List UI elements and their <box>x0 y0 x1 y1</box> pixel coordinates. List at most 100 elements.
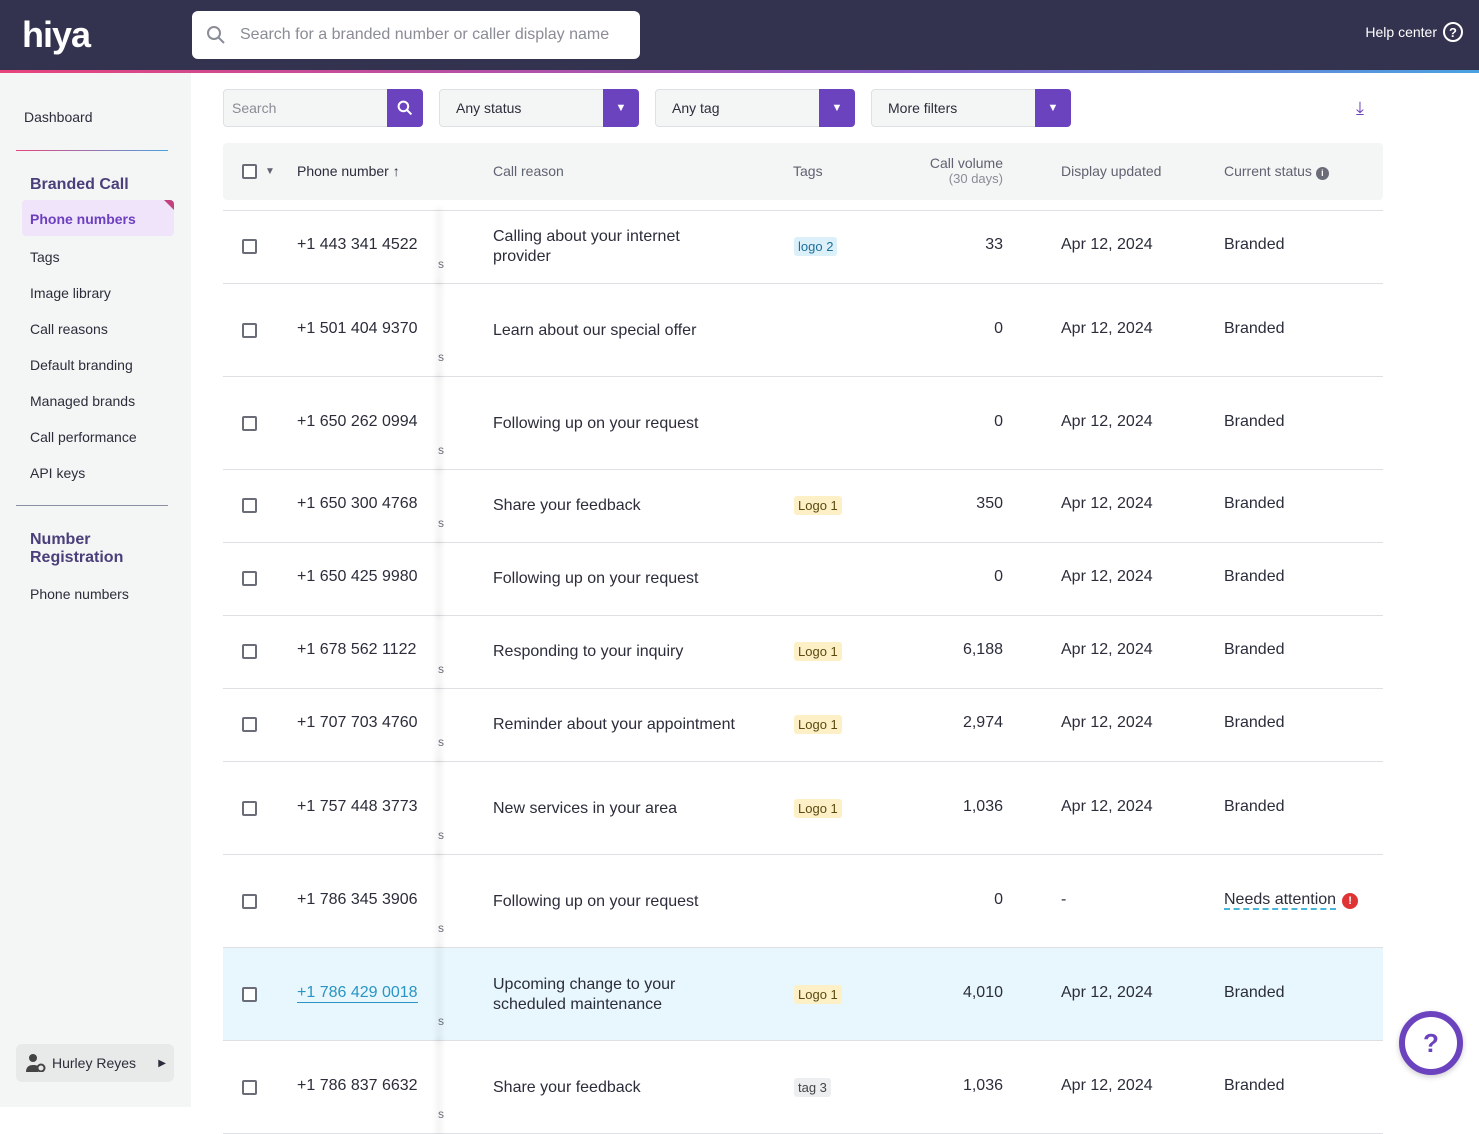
call-volume: 0 <box>994 320 1003 337</box>
call-reason-line: New services in your area <box>493 800 678 817</box>
table-row[interactable]: +1 757 448 3773 s New services in your are… <box>223 762 1383 855</box>
phone-number[interactable]: +1 707 703 4760 <box>297 714 418 731</box>
phone-number[interactable]: +1 650 300 4768 <box>297 495 418 512</box>
status-label: Branded <box>1224 568 1285 585</box>
row-checkbox[interactable] <box>242 987 257 1002</box>
row-checkbox[interactable] <box>242 498 257 513</box>
status-label: Branded <box>1224 714 1285 731</box>
section-branded-call: Branded Call <box>30 176 129 193</box>
global-search-input[interactable]: Search for a branded number or caller di… <box>192 11 640 59</box>
call-reason-line: Share your feedback <box>493 1079 641 1096</box>
global-search-placeholder: Search for a branded number or caller di… <box>240 26 610 43</box>
call-volume: 4,010 <box>962 984 1003 1001</box>
download-icon[interactable]: ⤓ <box>1356 98 1364 118</box>
sidebar-item-call-reasons[interactable]: Call reasons <box>30 321 108 337</box>
chevron-down-icon[interactable]: ▼ <box>603 89 639 127</box>
phone-number[interactable]: +1 786 429 0018 <box>297 984 418 1003</box>
display-updated: Apr 12, 2024 <box>1061 714 1153 731</box>
display-updated: Apr 12, 2024 <box>1061 320 1153 337</box>
caret-right-icon: ▶ <box>158 1057 166 1069</box>
column-header-tags: Tags <box>793 163 823 179</box>
current-status[interactable]: Needs attention! <box>1224 891 1359 910</box>
info-icon[interactable]: i <box>1315 167 1329 180</box>
sidebar-item-dashboard[interactable]: Dashboard <box>24 109 93 125</box>
phone-number[interactable]: +1 757 448 3773 <box>297 798 418 815</box>
call-reason: Share your feedback <box>493 496 641 516</box>
help-center-link[interactable]: Help center ? <box>1365 22 1463 42</box>
row-checkbox[interactable] <box>242 239 257 254</box>
column-label: Phone number <box>297 163 389 179</box>
status-filter-dropdown[interactable]: Any status ▼ <box>439 89 639 127</box>
phone-suffix: s <box>438 1014 444 1028</box>
phone-number[interactable]: +1 650 425 9980 <box>297 568 418 585</box>
sidebar-item-call-performance[interactable]: Call performance <box>30 429 137 445</box>
sidebar-item-managed-brands[interactable]: Managed brands <box>30 393 136 409</box>
sidebar-item-default-branding[interactable]: Default branding <box>30 357 133 373</box>
sidebar-item-image-library[interactable]: Image library <box>30 285 111 301</box>
hiya-logo[interactable]: hiya <box>22 14 91 55</box>
call-reason-line: Reminder about your appointment <box>493 716 735 733</box>
table-row[interactable]: +1 707 703 4760 s Reminder about your appo… <box>223 689 1383 762</box>
user-settings-icon <box>26 1054 46 1072</box>
column-header-phone[interactable]: Phone number ↑ <box>297 163 400 179</box>
chevron-down-icon[interactable]: ▼ <box>819 89 855 127</box>
table-row[interactable]: +1 650 425 9980 Following up on your requ… <box>223 543 1383 616</box>
table-row[interactable]: +1 501 404 9370 s Learn about our special … <box>223 284 1383 377</box>
phone-number[interactable]: +1 786 837 6632 <box>297 1077 418 1094</box>
row-checkbox[interactable] <box>242 571 257 586</box>
select-menu-caret-icon[interactable]: ▼ <box>265 166 275 177</box>
call-volume: 1,036 <box>962 1077 1003 1094</box>
status-label: Branded <box>1224 641 1285 658</box>
sidebar-item-registration-phone-numbers[interactable]: Phone numbers <box>30 586 129 602</box>
call-reason: Responding to your inquiry <box>493 642 683 662</box>
table-search-placeholder: Search <box>232 100 277 116</box>
table-search-input[interactable]: Search <box>223 89 423 127</box>
row-checkbox[interactable] <box>242 1080 257 1095</box>
phone-suffix: s <box>438 735 444 749</box>
user-menu[interactable]: Hurley Reyes ▶ <box>16 1044 174 1082</box>
chat-help-button[interactable]: ? <box>1399 1011 1463 1075</box>
phone-number[interactable]: +1 678 562 1122 <box>297 641 417 658</box>
column-header-volume: Call volume (30 days) <box>903 155 1003 187</box>
call-reason-line: provider <box>493 248 551 265</box>
phone-suffix: s <box>438 350 444 364</box>
phone-number[interactable]: +1 501 404 9370 <box>297 320 418 337</box>
table-row[interactable]: +1 786 429 0018 s Upcoming change to your s… <box>223 948 1383 1041</box>
display-updated: Apr 12, 2024 <box>1061 641 1153 658</box>
sidebar-item-api-keys[interactable]: API keys <box>30 465 86 481</box>
table-row[interactable]: +1 786 837 6632 s Share your feedback tag 3… <box>223 1041 1383 1134</box>
phone-number[interactable]: +1 786 345 3906 <box>297 891 418 908</box>
call-volume: 350 <box>976 495 1003 512</box>
status-label: Needs attention <box>1224 891 1337 910</box>
table-row[interactable]: +1 443 341 4522 s Calling about your inter… <box>223 211 1383 284</box>
sort-ascending-icon: ↑ <box>392 163 400 179</box>
table-row[interactable]: +1 678 562 1122 s Responding to your inqui… <box>223 616 1383 689</box>
select-all-checkbox[interactable] <box>242 164 257 179</box>
tag-filter-dropdown[interactable]: Any tag ▼ <box>655 89 855 127</box>
row-checkbox[interactable] <box>242 323 257 338</box>
chevron-down-icon[interactable]: ▼ <box>1035 89 1071 127</box>
phone-number[interactable]: +1 650 262 0994 <box>297 413 418 430</box>
more-filters-label: More filters <box>888 100 958 116</box>
row-checkbox[interactable] <box>242 644 257 659</box>
sidebar-item-tags[interactable]: Tags <box>30 249 60 265</box>
table-row[interactable]: +1 650 262 0994 s Following up on your req… <box>223 377 1383 470</box>
status-label: Branded <box>1224 236 1285 253</box>
search-button[interactable] <box>387 89 423 127</box>
row-checkbox[interactable] <box>242 717 257 732</box>
phone-number[interactable]: +1 443 341 4522 <box>297 236 418 253</box>
table-row[interactable]: +1 650 300 4768 s Share your feedback Logo … <box>223 470 1383 543</box>
row-checkbox[interactable] <box>242 894 257 909</box>
column-label: Call volume <box>929 155 1003 171</box>
row-checkbox[interactable] <box>242 801 257 816</box>
status-label: Branded <box>1224 495 1285 512</box>
call-reason: Following up on your request <box>493 414 698 434</box>
phone-suffix: s <box>438 921 444 935</box>
status-filter-value: Any status <box>456 100 522 116</box>
row-checkbox[interactable] <box>242 416 257 431</box>
sidebar-item-phone-numbers[interactable]: Phone numbers <box>22 200 174 236</box>
table-row[interactable]: +1 786 345 3906 s Following up on your req… <box>223 855 1383 948</box>
more-filters-dropdown[interactable]: More filters ▼ <box>871 89 1071 127</box>
header-accent-line <box>0 70 1479 73</box>
column-header-reason: Call reason <box>493 163 564 179</box>
